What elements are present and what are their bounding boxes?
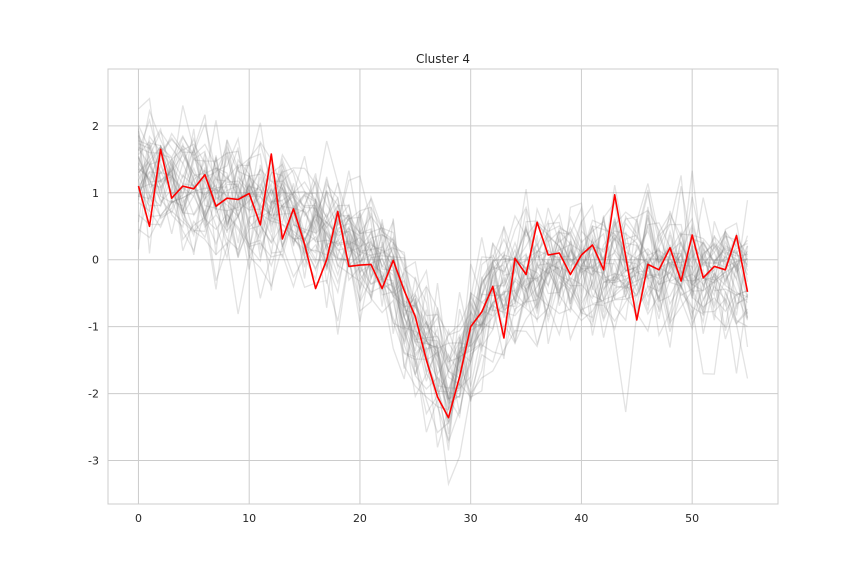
y-axis-ticks: -3 -2 -1 0 1 2 — [88, 120, 99, 468]
background-series-line — [137, 136, 749, 435]
background-series-line — [137, 163, 748, 448]
plot-frame — [107, 68, 779, 505]
background-series-line — [137, 149, 749, 405]
background-series-line — [138, 121, 749, 401]
background-series-line — [138, 97, 748, 374]
background-series-line — [137, 117, 749, 358]
x-tick-label: 10 — [242, 512, 256, 525]
background-series-line — [137, 128, 748, 441]
y-tick-label: 2 — [92, 120, 99, 133]
y-tick-label: 0 — [92, 254, 99, 267]
background-series-line — [138, 114, 749, 389]
background-series-line — [137, 162, 749, 389]
y-tick-label: -1 — [88, 321, 99, 334]
background-series-line — [137, 134, 748, 373]
background-series-line — [137, 130, 748, 350]
background-series-line — [137, 164, 748, 419]
background-series-line — [137, 144, 749, 404]
background-series-line — [137, 132, 748, 336]
background-series-line — [138, 198, 748, 487]
background-series-line — [137, 142, 749, 401]
background-series-line — [138, 170, 749, 403]
background-series-line — [137, 120, 749, 409]
x-tick-label: 40 — [574, 512, 588, 525]
background-series-group — [137, 97, 749, 487]
background-series-line — [137, 161, 749, 425]
background-series-line — [138, 147, 749, 415]
y-tick-label: -2 — [88, 388, 99, 401]
highlight-series-group — [137, 148, 749, 419]
x-tick-label: 50 — [685, 512, 699, 525]
x-axis-ticks: 0 10 20 30 40 50 — [135, 512, 699, 525]
y-tick-label: 1 — [92, 187, 99, 200]
background-series-line — [137, 155, 748, 391]
x-tick-label: 20 — [353, 512, 367, 525]
gridlines — [108, 69, 778, 504]
background-series-line — [137, 146, 749, 364]
background-series-line — [137, 125, 749, 392]
background-series-line — [137, 153, 749, 393]
x-tick-label: 0 — [135, 512, 142, 525]
background-series-line — [138, 165, 749, 416]
background-series-line — [137, 108, 749, 379]
highlight-series-line — [137, 148, 749, 419]
x-tick-label: 30 — [464, 512, 478, 525]
background-series-line — [137, 134, 748, 400]
background-series-line — [137, 145, 748, 419]
background-series-line — [138, 140, 749, 363]
background-series-line — [137, 140, 749, 400]
chart-title: Cluster 4 — [416, 52, 470, 66]
y-tick-label: -3 — [88, 455, 99, 468]
